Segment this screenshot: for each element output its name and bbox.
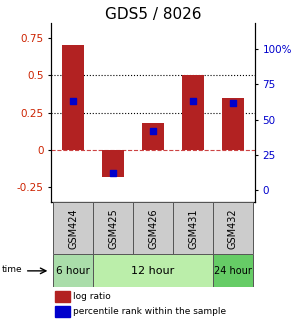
Bar [142,123,164,150]
Bar [55,291,70,302]
Point [231,100,235,105]
Bar [53,254,93,287]
Bar [55,306,70,317]
Text: GSM426: GSM426 [148,208,158,249]
Bar [213,202,253,254]
Text: GSM432: GSM432 [228,208,238,249]
Point [71,99,76,104]
Point [191,99,195,104]
Bar [62,45,84,150]
Bar [222,98,244,150]
Text: GSM425: GSM425 [108,208,118,249]
Text: log ratio: log ratio [73,292,110,301]
Bar [53,202,93,254]
Bar [182,75,204,150]
Bar [93,202,133,254]
Title: GDS5 / 8026: GDS5 / 8026 [105,7,201,22]
Text: 12 hour: 12 hour [132,266,175,276]
Point [111,171,115,176]
Bar [213,254,253,287]
Text: 6 hour: 6 hour [56,266,90,276]
Bar [133,202,173,254]
Text: time: time [2,265,23,274]
Text: 24 hour: 24 hour [214,266,252,276]
Bar [173,202,213,254]
Text: GSM431: GSM431 [188,208,198,249]
Text: GSM424: GSM424 [68,208,78,249]
Point [151,128,156,133]
Bar [102,150,124,177]
Text: percentile rank within the sample: percentile rank within the sample [73,307,226,316]
Bar [93,254,213,287]
